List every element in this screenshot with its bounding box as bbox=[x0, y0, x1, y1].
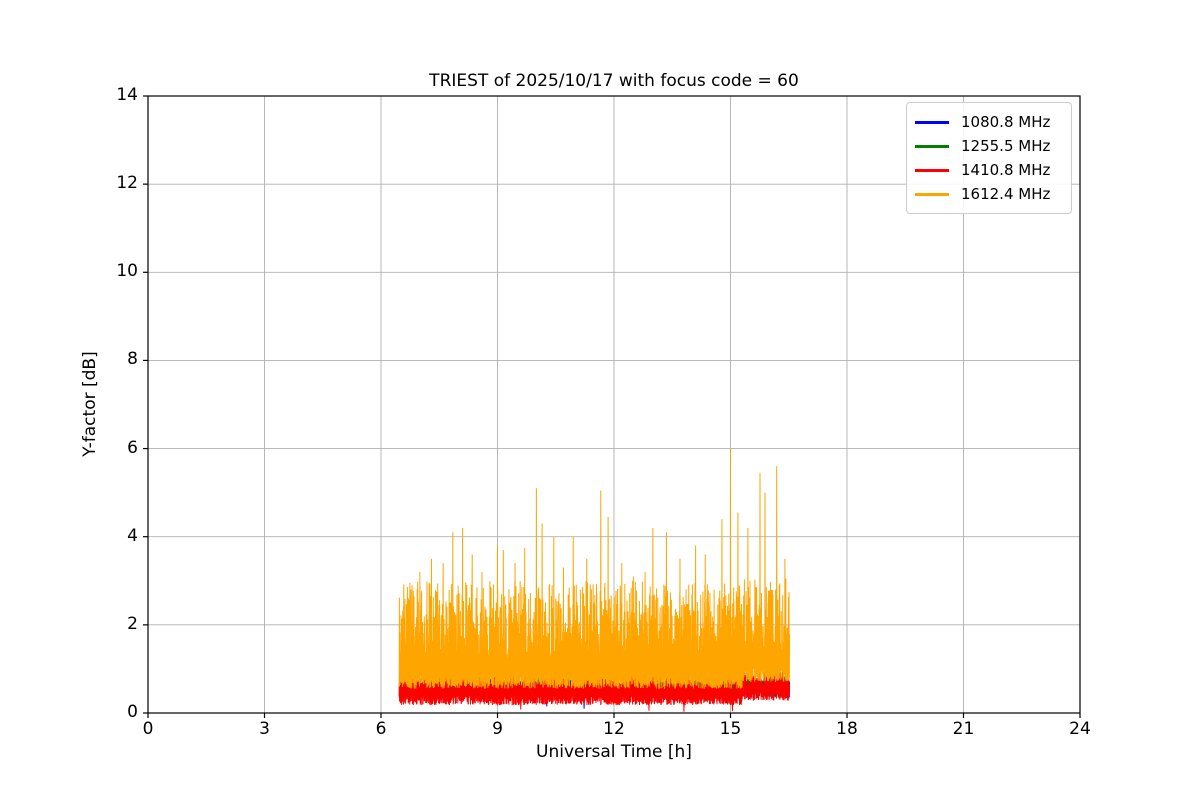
legend: 1080.8 MHz 1255.5 MHz 1410.8 MHz 1612.4 … bbox=[906, 102, 1072, 214]
legend-label: 1255.5 MHz bbox=[961, 137, 1051, 155]
x-tick-label: 6 bbox=[375, 719, 387, 739]
y-tick-label: 14 bbox=[116, 85, 138, 105]
x-tick-label: 24 bbox=[1069, 719, 1091, 739]
y-tick-label: 0 bbox=[127, 702, 138, 722]
legend-item: 1612.4 MHz bbox=[915, 182, 1061, 206]
series-1612-4-mhz bbox=[398, 448, 791, 689]
legend-label: 1410.8 MHz bbox=[961, 161, 1051, 179]
y-tick-label: 12 bbox=[116, 173, 138, 194]
y-tick-label: 2 bbox=[127, 613, 138, 634]
chart-title: TRIEST of 2025/10/17 with focus code = 6… bbox=[429, 71, 799, 91]
legend-label: 1080.8 MHz bbox=[961, 113, 1051, 131]
legend-line-swatch bbox=[915, 192, 949, 196]
x-tick-label: 3 bbox=[259, 719, 270, 739]
x-tick-label: 12 bbox=[603, 719, 625, 739]
legend-item: 1255.5 MHz bbox=[915, 134, 1061, 158]
legend-item: 1080.8 MHz bbox=[915, 110, 1061, 134]
x-axis-label: Universal Time [h] bbox=[536, 742, 692, 762]
legend-line-swatch bbox=[915, 168, 949, 172]
y-tick-label: 10 bbox=[116, 261, 138, 282]
x-tick-label: 9 bbox=[492, 719, 503, 739]
x-tick-label: 18 bbox=[836, 719, 858, 739]
y-tick-label: 4 bbox=[127, 525, 138, 546]
x-tick-label: 15 bbox=[719, 719, 742, 739]
y-tick-label: 6 bbox=[127, 437, 138, 458]
legend-line-swatch bbox=[915, 144, 949, 148]
x-tick-label: 21 bbox=[952, 719, 975, 739]
y-tick-label: 8 bbox=[127, 349, 138, 370]
legend-line-swatch bbox=[915, 120, 949, 124]
legend-item: 1410.8 MHz bbox=[915, 158, 1061, 182]
x-tick-label: 0 bbox=[142, 719, 154, 739]
legend-label: 1612.4 MHz bbox=[961, 185, 1051, 203]
